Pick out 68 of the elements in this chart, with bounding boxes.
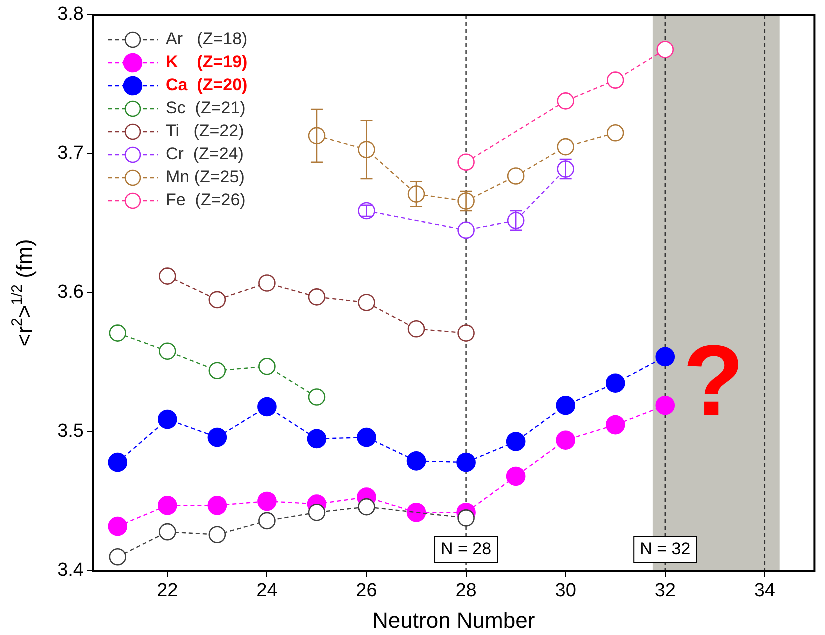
- point: [258, 492, 277, 512]
- x-axis-title: Neutron Number: [372, 608, 536, 633]
- legend-label: Fe (Z=26): [166, 190, 246, 210]
- annotation: ?: [683, 325, 744, 438]
- x-tick-label: 30: [555, 580, 576, 602]
- x-tick-label: 26: [356, 580, 378, 602]
- point: [406, 452, 426, 471]
- legend-label: Ti (Z=22): [166, 122, 244, 141]
- point: [556, 430, 576, 450]
- point: [258, 397, 277, 417]
- point: [109, 324, 127, 342]
- point: [159, 342, 176, 360]
- x-tick-label: 32: [654, 580, 676, 602]
- point: [507, 168, 525, 185]
- point: [656, 396, 676, 416]
- point: [258, 358, 276, 376]
- y-tick-label: 3.8: [58, 4, 84, 26]
- point: [458, 510, 475, 527]
- point: [408, 186, 426, 203]
- ref-line-label: N = 32: [640, 540, 691, 559]
- point: [458, 222, 475, 240]
- point: [557, 138, 574, 156]
- point: [307, 429, 327, 449]
- y-tick-label: 3.4: [58, 560, 84, 582]
- legend-label: Ar (Z=18): [166, 30, 248, 49]
- y-tick-label: 3.7: [58, 143, 84, 164]
- point: [656, 41, 674, 58]
- x-tick-label: 22: [157, 580, 178, 602]
- point: [606, 124, 624, 142]
- x-tick-label: 24: [256, 580, 278, 602]
- point: [506, 432, 526, 452]
- legend-label: Sc (Z=21): [166, 98, 246, 118]
- y-tick-label: 3.5: [58, 421, 84, 442]
- point: [158, 410, 178, 430]
- point: [606, 374, 626, 393]
- point: [208, 428, 228, 448]
- point: [208, 362, 226, 380]
- point: [308, 388, 326, 406]
- point: [408, 320, 426, 338]
- point: [258, 274, 276, 292]
- y-axis-title: <r2>1/2 (fm): [9, 239, 38, 347]
- point: [158, 496, 178, 516]
- point: [208, 496, 228, 516]
- point: [406, 502, 426, 522]
- point: [358, 294, 376, 312]
- point: [308, 504, 326, 522]
- legend-label: Ca (Z=20): [166, 76, 248, 95]
- legend-label: Mn (Z=25): [166, 168, 245, 187]
- legend-label: K (Z=19): [166, 52, 248, 72]
- point: [208, 291, 226, 309]
- point: [458, 324, 475, 342]
- point: [456, 452, 476, 472]
- x-tick-label: 34: [754, 580, 776, 602]
- point: [358, 498, 376, 516]
- legend-label: Cr (Z=24): [166, 144, 244, 164]
- point: [606, 415, 626, 435]
- point: [108, 516, 128, 536]
- point: [656, 347, 676, 367]
- point: [506, 466, 526, 486]
- point: [159, 268, 176, 285]
- point: [556, 396, 576, 416]
- point: [108, 452, 128, 472]
- y-tick-label: 3.6: [58, 282, 84, 304]
- point: [357, 428, 376, 448]
- point: [308, 127, 326, 145]
- x-tick-label: 28: [456, 580, 477, 602]
- point: [308, 288, 326, 306]
- ref-line-label: N = 28: [441, 540, 492, 559]
